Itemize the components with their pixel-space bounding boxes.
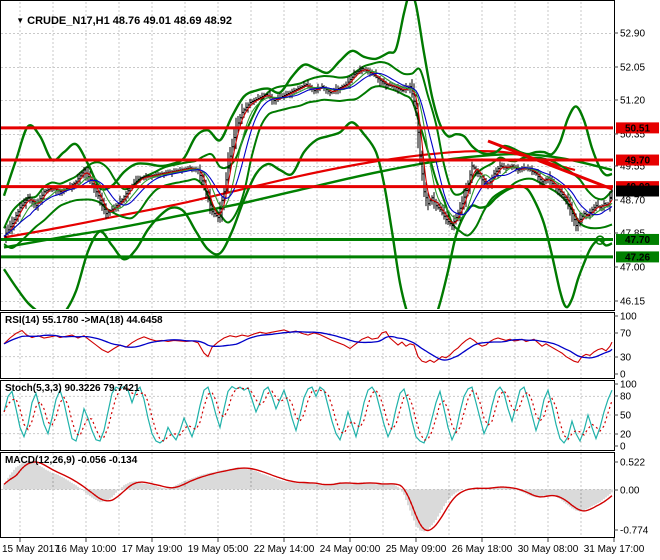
macd-indicator-label: MACD(12,26,9) -0.056 -0.134 <box>5 455 138 466</box>
symbol-ohlc-text: CRUDE_N17,H1 48.76 49.01 48.69 48.92 <box>27 15 233 27</box>
stoch-indicator-label: Stoch(5,3,3) 90.3226 79.7421 <box>5 383 140 394</box>
chart-title: ▼ CRUDE_N17,H1 48.76 49.01 48.69 48.92 <box>4 3 232 39</box>
time-axis[interactable] <box>0 538 660 560</box>
rsi-indicator-label: RSI(14) 55.1780 ->MA(18) 44.6458 <box>5 315 163 326</box>
main-chart-pane[interactable] <box>0 0 615 311</box>
symbol-dropdown-icon[interactable]: ▼ <box>16 16 25 25</box>
price-axis[interactable] <box>615 0 660 538</box>
